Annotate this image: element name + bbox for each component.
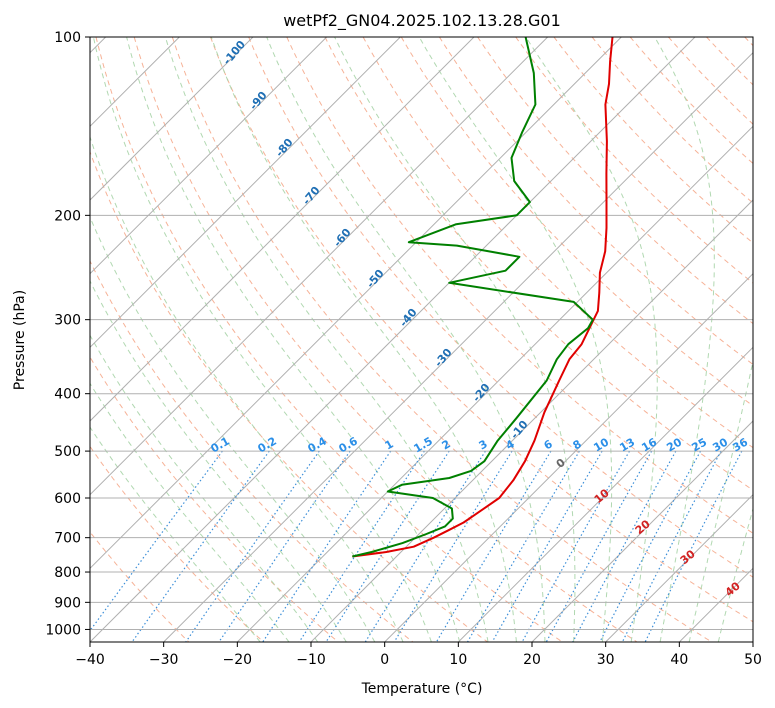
y-tick-label: 300 bbox=[54, 313, 81, 329]
y-tick-label: 400 bbox=[54, 387, 81, 403]
dry-adiabat-line bbox=[210, 37, 753, 623]
x-tick-label: 30 bbox=[597, 652, 615, 668]
y-tick-label: 700 bbox=[54, 531, 81, 547]
x-tick-label: 20 bbox=[523, 652, 541, 668]
y-tick-label: 600 bbox=[54, 491, 81, 507]
moist-adiabat-line bbox=[90, 135, 404, 642]
x-tick-label: −30 bbox=[149, 652, 179, 668]
dry-adiabat-line bbox=[90, 445, 264, 642]
mixing-ratio-line bbox=[218, 450, 351, 642]
moist-adiabat-line bbox=[525, 37, 658, 642]
plot-frame bbox=[89, 36, 754, 643]
mixing-ratio-line bbox=[545, 450, 653, 642]
y-tick-label: 900 bbox=[54, 595, 81, 611]
x-tick-label: −20 bbox=[223, 652, 253, 668]
x-tick-label: 0 bbox=[380, 652, 389, 668]
moist-adiabat-line bbox=[654, 37, 715, 642]
background-lines bbox=[90, 37, 753, 642]
mixing-ratio-line bbox=[572, 450, 677, 642]
moist-adiabat-line bbox=[334, 37, 576, 642]
isotherm-line bbox=[90, 37, 328, 275]
isotherm-line bbox=[90, 37, 549, 496]
dry-adiabat-line bbox=[324, 37, 753, 491]
chart-title: wetPf2_GN04.2025.102.13.28.G01 bbox=[283, 11, 561, 31]
moist-adiabat-line bbox=[266, 37, 546, 642]
x-tick-label: −10 bbox=[296, 652, 326, 668]
moist-adiabat-line bbox=[418, 37, 613, 642]
isotherm-line bbox=[90, 37, 696, 642]
moist-adiabat-line bbox=[164, 37, 489, 642]
isotherm-line bbox=[90, 37, 254, 201]
mixing-ratio-line bbox=[491, 450, 603, 642]
x-tick-label: 40 bbox=[670, 652, 688, 668]
isotherm-line bbox=[457, 346, 753, 642]
dry-adiabat-line bbox=[133, 37, 638, 642]
dry-adiabat-line bbox=[95, 37, 563, 642]
mixing-ratio-line bbox=[90, 450, 223, 632]
temperature-profile-line bbox=[352, 37, 614, 558]
axes: −40 −30 −20 −10 0 10 20 30 40 50 100 200 300 400 500 60… bbox=[45, 30, 762, 668]
y-tick-label: 1000 bbox=[45, 622, 81, 638]
isotherm-line bbox=[236, 125, 753, 642]
mixing-ratio-line bbox=[298, 450, 425, 642]
x-tick-label: 50 bbox=[744, 652, 762, 668]
mixing-ratio-line bbox=[599, 450, 702, 642]
y-tick-label: 100 bbox=[54, 30, 81, 46]
mixing-ratio-line bbox=[644, 450, 743, 642]
isotherm-line bbox=[531, 420, 753, 642]
isotherm-line bbox=[163, 51, 753, 642]
y-axis-label: Pressure (hPa) bbox=[12, 290, 28, 390]
mixing-ratio-line bbox=[621, 450, 722, 642]
x-tick-label: 10 bbox=[449, 652, 467, 668]
isotherm-line bbox=[310, 199, 753, 642]
mixing-ratio-line bbox=[521, 450, 631, 642]
moist-adiabat-line bbox=[210, 37, 517, 642]
isotherm-line bbox=[90, 37, 475, 422]
mixing-ratio-line bbox=[185, 450, 320, 642]
moist-adiabat-line bbox=[92, 37, 432, 642]
dry-adiabat-line bbox=[362, 37, 753, 449]
moist-adiabat-line bbox=[90, 215, 376, 642]
moist-adiabat-line bbox=[90, 334, 319, 642]
data-lines bbox=[352, 37, 614, 558]
dry-adiabat-line bbox=[90, 150, 488, 642]
isotherm-line bbox=[605, 493, 753, 642]
moist-adiabat-line bbox=[126, 37, 461, 642]
x-tick-label: −40 bbox=[75, 652, 105, 668]
x-axis-label: Temperature (°C) bbox=[361, 681, 483, 697]
y-tick-label: 200 bbox=[54, 208, 81, 224]
moist-adiabat-line bbox=[90, 426, 261, 642]
dewpoint-profile-line bbox=[352, 37, 594, 558]
isotherm-line bbox=[384, 272, 753, 642]
dry-adiabat-line bbox=[248, 37, 753, 578]
isotherm-line bbox=[90, 37, 401, 349]
y-tick-label: 500 bbox=[54, 444, 81, 460]
mixing-ratio-line bbox=[393, 450, 513, 642]
moist-adiabat-line bbox=[90, 382, 290, 642]
y-tick-label: 800 bbox=[54, 565, 81, 581]
mixing-ratio-line bbox=[262, 450, 392, 642]
